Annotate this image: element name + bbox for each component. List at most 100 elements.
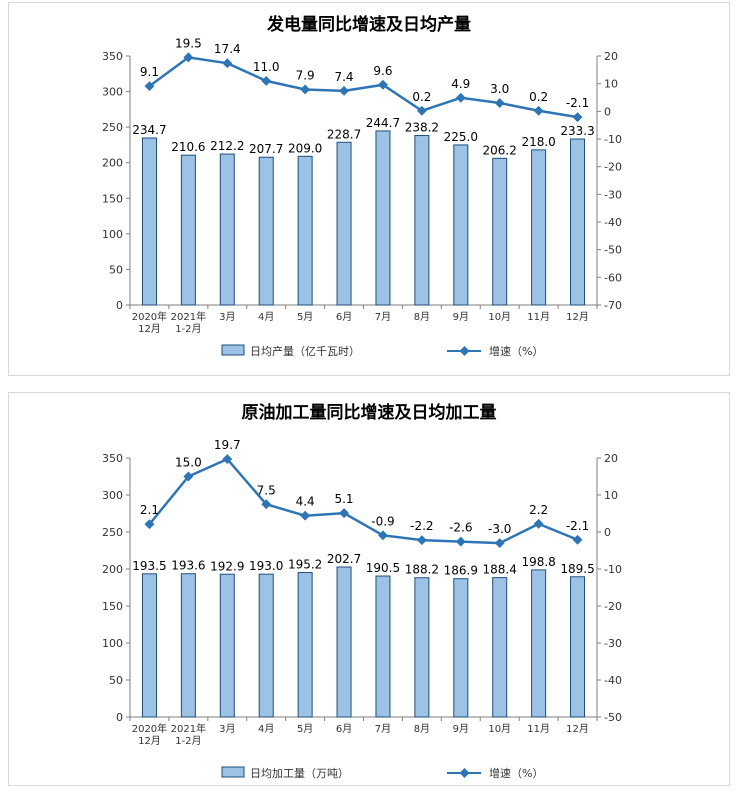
x-tick-label: 3月 (219, 723, 235, 735)
bar-value-label: 218.0 (521, 135, 555, 149)
x-tick-label: 10月 (488, 723, 511, 735)
chart-frame (8, 2, 730, 376)
x-tick-label: 8月 (414, 723, 430, 735)
x-tick-label: 7月 (375, 723, 391, 735)
x-tick-label: 11月 (527, 723, 550, 735)
chart-title: 原油加工量同比增速及日均加工量 (241, 403, 497, 423)
line-point (183, 52, 194, 63)
y-tick-label-right: 10 (604, 78, 618, 91)
x-tick-label: 6月 (336, 311, 352, 323)
line-point (222, 58, 233, 69)
line-point (183, 471, 194, 482)
bar (492, 577, 508, 718)
y-tick-label-right: 20 (604, 452, 618, 465)
y-tick-label-left: 100 (102, 228, 123, 241)
line-point (378, 530, 388, 541)
chart-crude-oil-processing: 原油加工量同比增速及日均加工量 0 50 100 150 200 250 300 350 -50… (0, 390, 738, 790)
x-tick-label: 9月 (453, 723, 469, 735)
line-point (300, 84, 311, 95)
y-tick-label-left: 150 (102, 600, 123, 613)
bar-value-label: 195.2 (288, 558, 322, 572)
x-tick-label: 12月 (138, 735, 161, 747)
bar-value-label: 192.9 (210, 559, 244, 573)
bar-value-label: 198.8 (521, 555, 555, 569)
bar (219, 153, 235, 306)
line-point (416, 535, 427, 546)
y-tick-label-right: 10 (604, 489, 618, 502)
bar (258, 573, 274, 718)
y-tick-label-left: 350 (102, 50, 123, 63)
line-value-label: 0.2 (412, 90, 431, 104)
line-value-label: 5.1 (334, 492, 353, 506)
y-tick-label-left: 200 (102, 157, 123, 170)
line-value-label: -2.6 (449, 521, 472, 535)
bar (219, 573, 235, 718)
bar-value-label: 188.2 (405, 563, 439, 577)
x-tick-label: 12月 (566, 311, 589, 323)
bar-value-label: 244.7 (366, 116, 400, 130)
line-point (572, 112, 583, 123)
bar (570, 138, 586, 306)
line-point (494, 538, 505, 549)
bar-value-label: 190.5 (366, 561, 400, 575)
line-point (455, 92, 466, 103)
bar-value-label: 234.7 (132, 123, 166, 137)
bar (375, 130, 391, 306)
bar (180, 154, 196, 306)
legend-line-marker (459, 768, 470, 778)
bar-value-label: 186.9 (444, 564, 478, 578)
x-tick-label: 7月 (375, 311, 391, 323)
line-value-label: 7.4 (334, 70, 353, 84)
x-tick-label: 5月 (297, 723, 313, 735)
line-value-label: -0.9 (371, 514, 394, 528)
legend-line-marker (459, 346, 470, 356)
x-tick-label: 9月 (453, 311, 469, 323)
line-series-growth (148, 457, 579, 545)
bar (453, 144, 469, 306)
x-tick-label: 2020年 (132, 722, 167, 735)
chart-canvas: 050100150200250300350-70-60-50-40-30-20-… (102, 36, 622, 358)
line-value-label: 11.0 (253, 60, 280, 74)
bar-value-label: 188.4 (483, 563, 517, 577)
y-tick-label-left: 0 (116, 711, 123, 724)
y-tick-label-left: 200 (102, 563, 123, 576)
chart-frame (8, 392, 730, 786)
x-tick-label: 11月 (527, 311, 550, 323)
bar-value-label: 212.2 (210, 139, 244, 153)
y-tick-label-right: -10 (604, 133, 622, 146)
y-tick-label-left: 100 (102, 637, 123, 650)
y-tick-label-right: 0 (604, 526, 611, 539)
x-tick-label: 5月 (297, 311, 313, 323)
line-value-label: 4.9 (451, 77, 470, 91)
y-tick-label-left: 150 (102, 192, 123, 205)
x-tick-label: 2020年 (132, 310, 167, 323)
line-value-label: 9.1 (140, 65, 159, 79)
legend-bar-label: 日均加工量（万吨） (250, 767, 349, 780)
y-tick-label-right: -70 (604, 299, 622, 312)
bar (141, 573, 157, 718)
y-tick-label-right: -60 (604, 271, 622, 284)
y-tick-label-left: 350 (102, 452, 123, 465)
y-tick-label-left: 50 (109, 263, 123, 276)
bar-value-label: 210.6 (171, 140, 205, 154)
x-tick-label: 12月 (566, 723, 589, 735)
x-tick-label: 2021年 (171, 722, 206, 735)
bar (414, 577, 430, 718)
line-value-label: 2.2 (529, 503, 548, 517)
line-point (494, 98, 505, 108)
line-value-label: 7.5 (257, 483, 276, 497)
legend-line-label: 增速（%） (489, 766, 543, 780)
bar (297, 572, 313, 718)
line-value-label: 7.9 (296, 68, 315, 82)
bar (414, 135, 430, 306)
y-tick-label-left: 250 (102, 526, 123, 539)
x-tick-label: 3月 (219, 311, 235, 323)
bar (531, 149, 547, 306)
bar-value-label: 225.0 (444, 130, 478, 144)
x-tick-label: 8月 (414, 311, 430, 323)
line-point (339, 85, 349, 96)
bar-value-label: 189.5 (560, 562, 594, 576)
line-point (222, 454, 233, 465)
legend-bar-swatch (221, 766, 245, 778)
bar-value-label: 233.3 (560, 124, 594, 138)
